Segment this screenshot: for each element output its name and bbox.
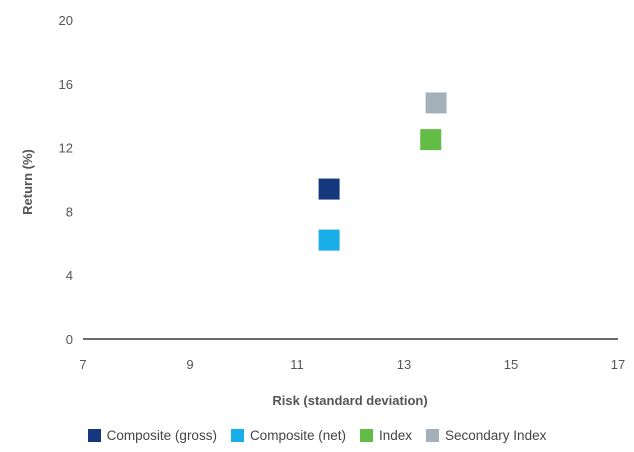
x-tick-label: 11 bbox=[290, 357, 304, 372]
y-axis-title: Return (%) bbox=[20, 149, 35, 215]
legend-item: Composite (gross) bbox=[87, 428, 217, 443]
legend-label: Composite (net) bbox=[249, 428, 346, 443]
legend-item: Index bbox=[359, 428, 413, 443]
legend-label: Composite (gross) bbox=[106, 428, 217, 443]
scatter-chart: 0 4 8 12 16 20 7 9 11 13 15 17 Return (%) Risk (st… bbox=[20, 13, 625, 408]
x-axis-title: Risk (standard deviation) bbox=[272, 393, 427, 408]
data-point bbox=[425, 92, 447, 114]
data-point bbox=[318, 178, 340, 200]
legend-swatch bbox=[230, 429, 244, 442]
y-axis-ticks: 0 4 8 12 16 20 bbox=[59, 13, 73, 347]
x-tick-label: 17 bbox=[611, 357, 625, 372]
legend-item: Secondary Index bbox=[426, 428, 546, 443]
x-tick-label: 13 bbox=[397, 357, 411, 372]
legend-swatch bbox=[426, 429, 440, 442]
y-tick-label: 4 bbox=[66, 268, 73, 283]
x-tick-label: 7 bbox=[79, 357, 86, 372]
x-tick-label: 9 bbox=[186, 357, 193, 372]
y-tick-label: 8 bbox=[66, 204, 73, 219]
data-point bbox=[318, 229, 340, 251]
legend-swatch bbox=[359, 429, 373, 442]
y-tick-label: 20 bbox=[59, 13, 73, 28]
chart-legend: Composite (gross) Composite (net) Index Sec… bbox=[0, 428, 634, 443]
y-tick-label: 16 bbox=[59, 77, 73, 92]
y-tick-label: 12 bbox=[59, 141, 73, 156]
legend-item: Composite (net) bbox=[230, 428, 346, 443]
data-point bbox=[420, 129, 442, 151]
data-points bbox=[318, 92, 447, 251]
legend-label: Secondary Index bbox=[445, 428, 547, 443]
x-tick-label: 15 bbox=[504, 357, 518, 372]
x-axis-ticks: 7 9 11 13 15 17 bbox=[79, 357, 625, 372]
y-tick-label: 0 bbox=[66, 332, 73, 347]
legend-swatch bbox=[87, 429, 101, 442]
legend-label: Index bbox=[378, 428, 413, 443]
